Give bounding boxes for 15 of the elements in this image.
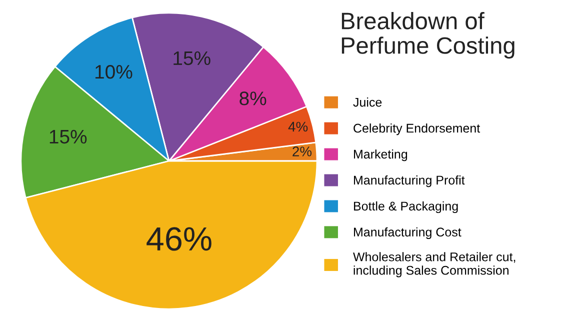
data-label: 8%: [240, 92, 266, 106]
legend-label: Marketing: [354, 149, 408, 162]
data-label: 2%: [292, 146, 312, 156]
data-label: 15%: [50, 130, 87, 144]
legend-label: Wholesalers and Retailer cut, including Sales Commission: [353, 252, 516, 278]
data-label: 15%: [174, 51, 210, 66]
chart-title: Breakdown of Perfume Costing: [342, 12, 514, 59]
legend-label: Juice: [353, 98, 382, 107]
legend-label: Manufacturing Profit: [354, 175, 465, 188]
data-label: 4%: [288, 122, 308, 132]
legend-label: Manufacturing Cost: [354, 227, 462, 239]
data-label: 10%: [96, 64, 132, 79]
legend-label: Celebrity Endorsement: [354, 123, 480, 136]
data-label: 46%: [146, 227, 212, 251]
legend-label: Bottle & Packaging: [354, 201, 458, 214]
